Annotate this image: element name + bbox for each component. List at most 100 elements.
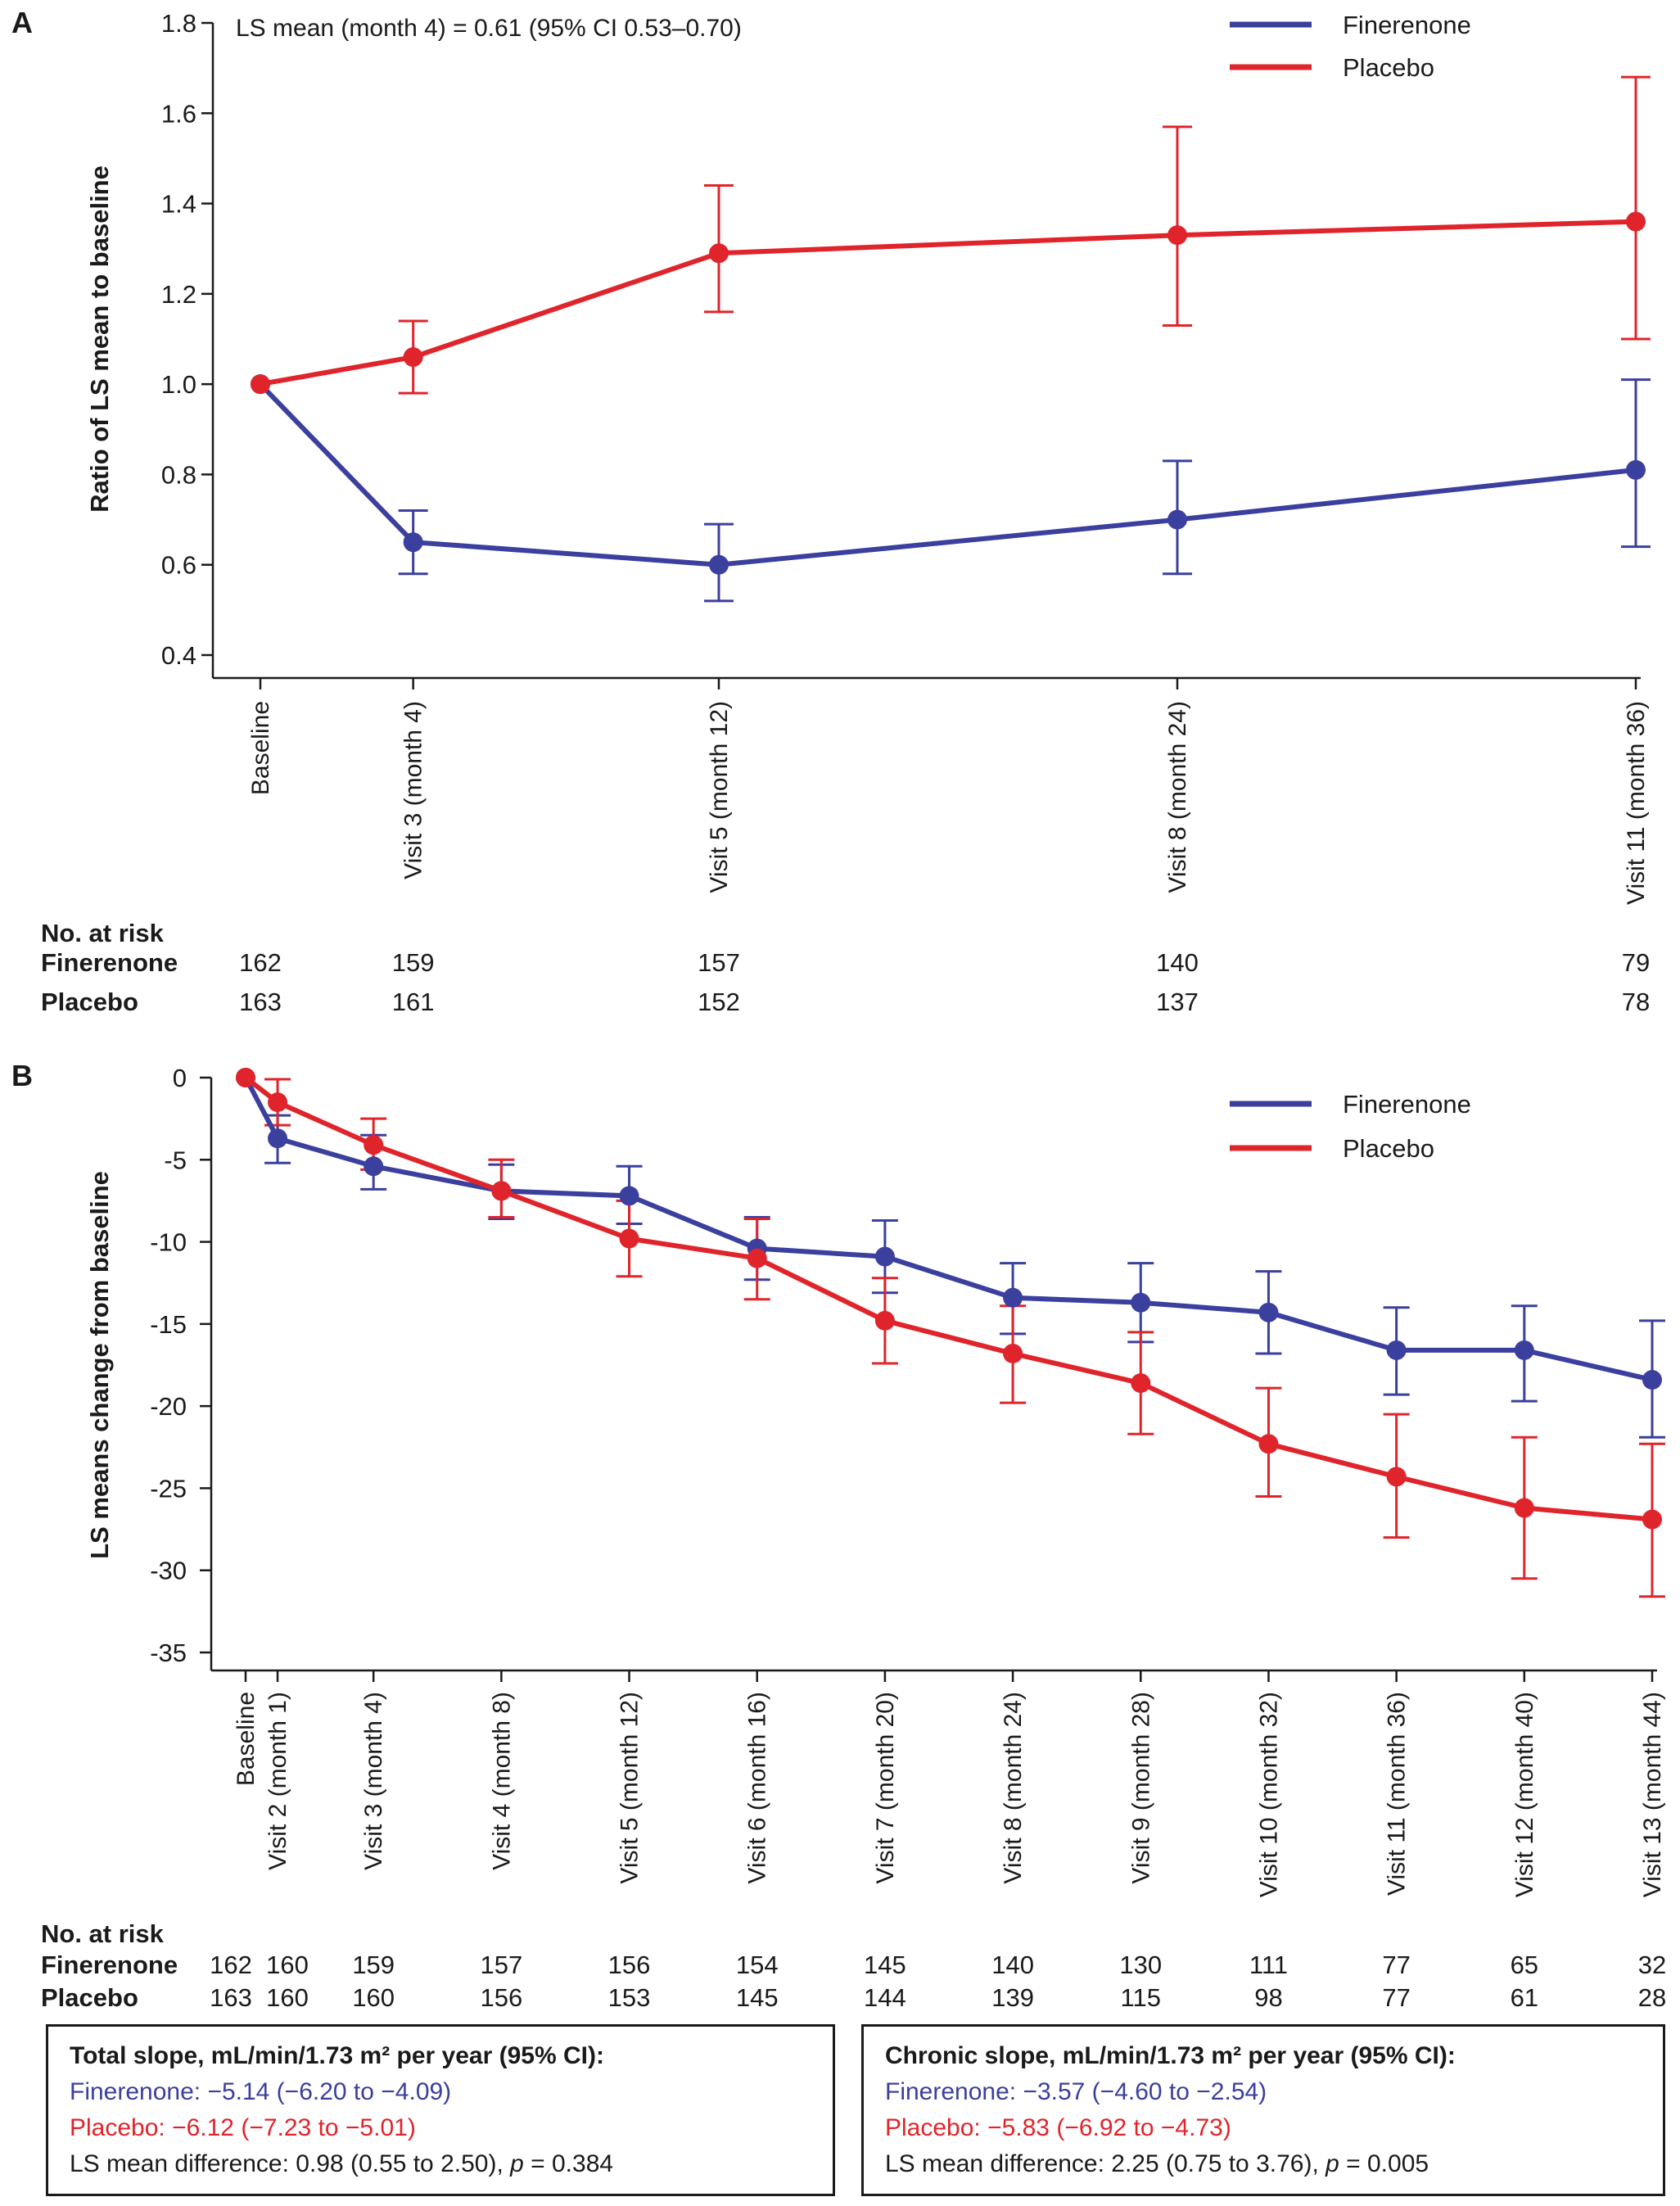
panel-a-risk-value: 161	[392, 988, 435, 1016]
panel-a-x-tick-label: Visit 5 (month 12)	[706, 701, 733, 893]
chronic-slope-placebo: Placebo: −5.83 (−6.92 to −4.73)	[885, 2114, 1231, 2141]
panel-a-risk-value: 137	[1156, 988, 1199, 1016]
panel-a-annotation: LS mean (month 4) = 0.61 (95% CI 0.53–0.…	[236, 15, 742, 42]
panel-b-placebo-point	[747, 1248, 767, 1268]
panel-a-y-tick-label: 1.6	[161, 99, 196, 128]
panel-b-placebo-point	[491, 1181, 512, 1201]
panel-b-placebo-point	[1258, 1434, 1279, 1454]
panel-a-finerenone-line	[258, 382, 1637, 567]
panel-b-risk-value: 77	[1382, 1983, 1410, 2012]
panel-b-y-tick-label: -10	[150, 1228, 187, 1257]
panel-a-risk-row-label: Finerenone	[41, 948, 178, 977]
panel-b-x-tick-label: Visit 7 (month 20)	[872, 1692, 899, 1884]
panel-b-risk-value: 28	[1638, 1983, 1666, 2012]
panel-a-legend-label-finerenone: Finerenone	[1343, 11, 1471, 39]
panel-b-risk-title: No. at risk	[41, 1919, 165, 1948]
panel-b-y-tick-label: -30	[150, 1557, 187, 1585]
panel-a-placebo-point	[251, 374, 270, 395]
panel-a-y-tick-label: 1.2	[161, 280, 196, 309]
panel-b-risk-value: 145	[864, 1951, 906, 1979]
panel-b-placebo-point	[619, 1228, 639, 1249]
panel-a-y-tick-label: 1.4	[161, 190, 196, 219]
panel-b-placebo-point	[236, 1068, 255, 1087]
panel-b-placebo-point	[268, 1092, 288, 1113]
total-slope-box: Total slope, mL/min/1.73 m² per year (95…	[46, 2024, 835, 2196]
panel-b-y-tick-label: -35	[150, 1639, 187, 1667]
panel-b-x-tick-label: Visit 6 (month 16)	[744, 1692, 771, 1884]
panel-b-finerenone-line	[243, 1076, 1653, 1383]
panel-b-risk-value: 159	[352, 1951, 395, 1979]
panel-a-risk-value: 79	[1622, 948, 1650, 977]
panel-b-risk-value: 111	[1249, 1951, 1288, 1979]
panel-a-risk-value: 163	[239, 988, 282, 1016]
panel-b-finerenone-point	[1258, 1302, 1279, 1322]
panel-b-y-tick-label: -15	[150, 1310, 187, 1339]
panel-b-risk-value: 130	[1119, 1951, 1162, 1979]
panel-b-finerenone-point	[364, 1156, 384, 1177]
total-slope-finerenone: Finerenone: −5.14 (−6.20 to −4.09)	[70, 2078, 452, 2105]
chronic-slope-title: Chronic slope, mL/min/1.73 m² per year (…	[885, 2042, 1456, 2069]
panel-a-label: A	[11, 6, 33, 39]
panel-a-finerenone-point	[1167, 509, 1187, 530]
panel-b-finerenone-point	[1642, 1370, 1662, 1390]
panel-a-legend-label-placebo: Placebo	[1343, 53, 1434, 82]
panel-b-placebo-point	[1642, 1509, 1662, 1530]
panel-b-risk-row-label: Placebo	[41, 1983, 138, 2012]
panel-b-finerenone-point	[1386, 1340, 1407, 1360]
panel-a-finerenone-point	[709, 554, 729, 575]
panel-b-finerenone-point	[1514, 1340, 1534, 1360]
panel-b-x-tick-label: Visit 10 (month 32)	[1255, 1692, 1282, 1897]
panel-b-x-tick-label: Visit 5 (month 12)	[616, 1692, 644, 1884]
panel-a-risk-value: 140	[1156, 948, 1199, 977]
panel-a-risk-title: No. at risk	[41, 919, 165, 947]
panel-b-x-tick-label: Baseline	[233, 1692, 260, 1786]
panel-a-x-tick-label: Baseline	[247, 701, 274, 795]
panel-a-y-tick-label: 0.8	[161, 460, 196, 489]
panel-b-risk-value: 65	[1511, 1951, 1538, 1979]
panel-a-placebo-line	[260, 219, 1637, 387]
panel-a-y-tick-label: 0.4	[161, 641, 196, 670]
panel-b-y-tick-label: 0	[173, 1064, 187, 1092]
panel-b-placebo-point	[1386, 1467, 1407, 1487]
total-slope-title: Total slope, mL/min/1.73 m² per year (95…	[70, 2042, 604, 2069]
panel-b-placebo-line	[244, 1075, 1653, 1522]
panel-b-risk-value: 153	[608, 1983, 651, 2012]
panel-b-risk-value: 145	[736, 1983, 779, 2012]
panel-b-risk-value: 157	[480, 1951, 522, 1979]
panel-b-x-tick-label: Visit 11 (month 36)	[1384, 1692, 1411, 1896]
panel-b-y-tick-label: -5	[164, 1146, 187, 1174]
panel-b-legend-label-finerenone: Finerenone	[1343, 1090, 1471, 1119]
panel-a-y-tick-label: 1.8	[161, 9, 196, 38]
panel-b-x-tick-label: Visit 4 (month 8)	[488, 1692, 515, 1870]
panel-a-placebo-point	[709, 243, 729, 264]
panel-b-finerenone-point	[1003, 1287, 1023, 1308]
panel-b-risk-value: 163	[210, 1983, 252, 2012]
panel-b-legend-label-placebo: Placebo	[1343, 1134, 1434, 1163]
panel-a-risk-value: 152	[698, 988, 740, 1016]
chronic-slope-difference: LS mean difference: 2.25 (0.75 to 3.76),…	[885, 2150, 1429, 2177]
panel-b-placebo-point	[1131, 1373, 1151, 1394]
panel-b-placebo-point	[1514, 1498, 1534, 1518]
panel-b-risk-value: 140	[991, 1951, 1034, 1979]
panel-a-risk-value: 78	[1622, 988, 1650, 1016]
panel-b-placebo-point	[1003, 1343, 1023, 1363]
total-slope-placebo: Placebo: −6.12 (−7.23 to −5.01)	[70, 2114, 416, 2141]
panel-b-risk-value: 77	[1382, 1951, 1410, 1979]
panel-b-risk-value: 32	[1638, 1951, 1666, 1979]
panel-a-risk-row-label: Placebo	[41, 988, 138, 1016]
panel-b-x-tick-label: Visit 3 (month 4)	[360, 1692, 387, 1870]
panel-b-label: B	[11, 1059, 33, 1092]
panel-b-x-tick-label: Visit 8 (month 24)	[1000, 1692, 1027, 1884]
panel-b-risk-value: 156	[608, 1951, 651, 1979]
panel-a-y-axis-title: Ratio of LS mean to baseline	[85, 165, 114, 513]
panel-b-risk-value: 154	[736, 1951, 779, 1979]
panel-b-risk-value: 139	[991, 1983, 1034, 2012]
panel-b-risk-value: 160	[266, 1951, 309, 1979]
panel-b-risk-value: 144	[864, 1983, 906, 2012]
panel-b-y-tick-label: -20	[150, 1392, 187, 1421]
panel-b-x-tick-label: Visit 12 (month 40)	[1511, 1692, 1538, 1897]
panel-b-risk-value: 160	[266, 1983, 309, 2012]
panel-b-risk-value: 115	[1121, 1983, 1161, 2012]
panel-b-finerenone-point	[619, 1186, 639, 1206]
panel-a-risk-value: 157	[698, 948, 740, 977]
